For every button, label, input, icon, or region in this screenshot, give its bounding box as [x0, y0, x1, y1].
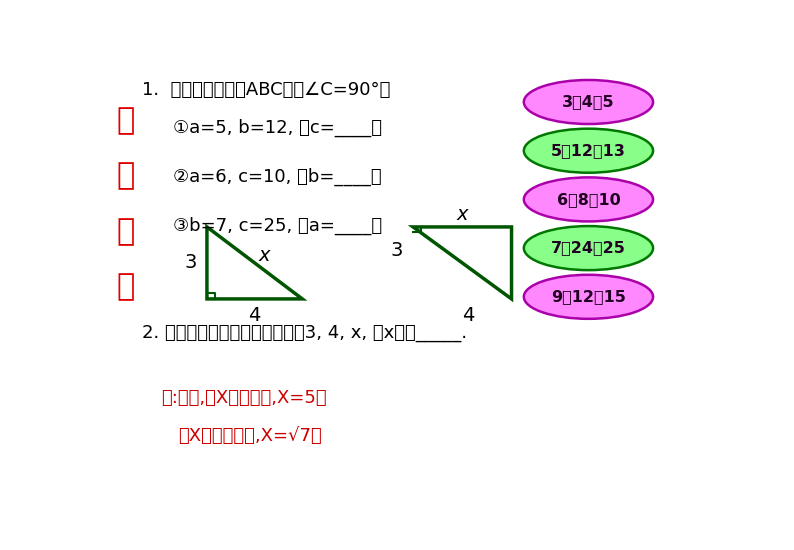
Ellipse shape — [524, 275, 653, 319]
Text: ①a=5, b=12, 则c=____；: ①a=5, b=12, 则c=____； — [173, 119, 382, 137]
Text: ③b=7, c=25, 则a=____；: ③b=7, c=25, 则a=____； — [173, 216, 382, 235]
Text: 2. 若直角三角形的三边长分别为3, 4, x, 则x值为_____.: 2. 若直角三角形的三边长分别为3, 4, x, 则x值为_____. — [142, 324, 468, 342]
Ellipse shape — [524, 80, 653, 124]
Text: 6，8，10: 6，8，10 — [557, 192, 620, 207]
Text: 小: 小 — [116, 107, 134, 135]
Text: 解:如图,当X为斜边时,X=5；: 解:如图,当X为斜边时,X=5； — [160, 389, 326, 406]
Text: 当X为直角边时,X=√7．: 当X为直角边时,X=√7． — [178, 427, 322, 445]
Text: 4: 4 — [462, 305, 475, 324]
Text: 试: 试 — [116, 162, 134, 191]
Text: x: x — [258, 246, 270, 265]
Text: 3: 3 — [184, 254, 196, 272]
Text: 牛: 牛 — [116, 217, 134, 246]
Text: x: x — [457, 205, 468, 224]
Ellipse shape — [524, 178, 653, 222]
Text: 9，12，15: 9，12，15 — [551, 289, 626, 304]
Text: 7，24，25: 7，24，25 — [551, 240, 626, 256]
Text: 1.  已知直角三角形ABC中，∠C=90°：: 1. 已知直角三角形ABC中，∠C=90°： — [142, 81, 391, 99]
Ellipse shape — [524, 129, 653, 173]
Text: 4: 4 — [249, 305, 260, 324]
Text: 刀: 刀 — [116, 272, 134, 301]
Text: ②a=6, c=10, 则b=____；: ②a=6, c=10, 则b=____； — [173, 168, 382, 186]
Text: 5，12，13: 5，12，13 — [551, 143, 626, 158]
Ellipse shape — [524, 226, 653, 270]
Text: 3: 3 — [391, 241, 403, 260]
Text: 3，4，5: 3，4，5 — [562, 95, 615, 109]
